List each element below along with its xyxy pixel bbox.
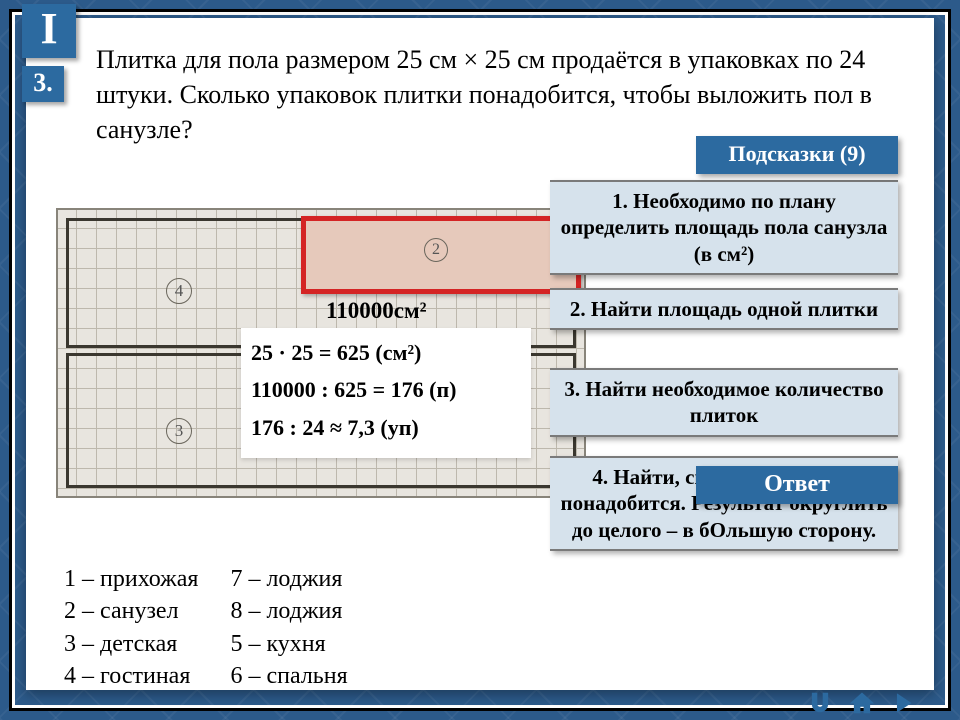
nav-controls <box>806 690 918 716</box>
legend-item: 6 – спальня <box>230 660 347 692</box>
home-icon[interactable] <box>848 690 876 716</box>
variant-badge: I <box>22 4 76 58</box>
hint-1: 1. Необходимо по плану определить площад… <box>550 180 898 275</box>
calculations: 25 · 25 = 625 (см²) 110000 : 625 = 176 (… <box>241 328 531 458</box>
next-icon[interactable] <box>890 690 918 716</box>
content-panel: Плитка для пола размером 25 см × 25 см п… <box>26 18 934 690</box>
legend-item: 2 – санузел <box>64 595 198 627</box>
magnet-icon[interactable] <box>806 690 834 716</box>
room-label-2: 2 <box>424 238 448 262</box>
area-label: 110000см² <box>326 298 427 324</box>
legend-col-1: 1 – прихожая 2 – санузел 3 – детская 4 –… <box>64 563 198 693</box>
hint-3: 3. Найти необходимое количество плиток <box>550 368 898 437</box>
calc-line-1: 25 · 25 = 625 (см²) <box>251 334 521 371</box>
legend-item: 8 – лоджия <box>230 595 347 627</box>
legend-item: 4 – гостиная <box>64 660 198 692</box>
calc-line-3: 176 : 24 ≈ 7,3 (уп) <box>251 409 521 446</box>
hint-2: 2. Найти площадь одной плитки <box>550 288 898 330</box>
room-label-4: 4 <box>166 278 192 304</box>
legend-item: 3 – детская <box>64 628 198 660</box>
legend-item: 1 – прихожая <box>64 563 198 595</box>
hints-button[interactable]: Подсказки (9) <box>696 136 898 174</box>
calc-line-2: 110000 : 625 = 176 (п) <box>251 371 521 408</box>
number-badge: 3. <box>22 66 64 102</box>
legend-item: 7 – лоджия <box>230 563 347 595</box>
legend: 1 – прихожая 2 – санузел 3 – детская 4 –… <box>64 563 348 693</box>
legend-item: 5 – кухня <box>230 628 347 660</box>
question-text: Плитка для пола размером 25 см × 25 см п… <box>96 42 894 147</box>
legend-col-2: 7 – лоджия 8 – лоджия 5 – кухня 6 – спал… <box>230 563 347 693</box>
room-label-3: 3 <box>166 418 192 444</box>
answer-button[interactable]: Ответ <box>696 466 898 504</box>
